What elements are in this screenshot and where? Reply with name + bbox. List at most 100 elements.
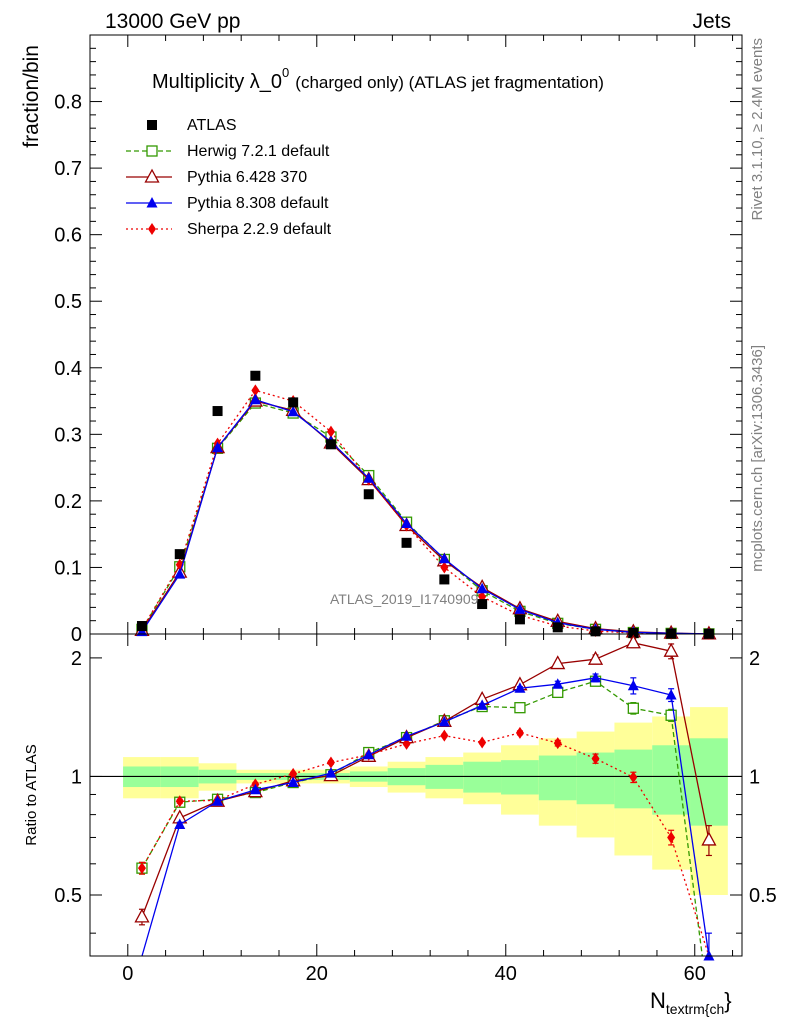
- legend-label-atlas: ATLAS: [187, 117, 237, 134]
- ratio-line-herwig: [141, 680, 703, 957]
- main-point-atlas: [590, 626, 601, 637]
- ratio-point-pythia8: [363, 748, 375, 760]
- ratio-point-pythia6: [701, 831, 717, 846]
- ratio-point-sherpa: [667, 831, 676, 844]
- ratio-axes: 0.5 0.51 12 20 20 40 60: [54, 634, 777, 985]
- ratio-point-pythia8: [590, 671, 602, 683]
- ratio-panel: 0.5 0.51 12 20 20 40 60 Ratio to ATLAS Ntextrm…: [23, 633, 777, 1017]
- main-point-atlas: [288, 397, 299, 408]
- legend-symbol-sherpa: [126, 223, 172, 235]
- ratio-point-pythia8: [665, 689, 677, 700]
- ratio-ytick-label-right: 1: [749, 766, 760, 788]
- xlabel-main: N: [650, 988, 666, 1013]
- main-point-atlas: [514, 614, 525, 625]
- legend-label-pythia6: Pythia 6.428 370: [187, 169, 307, 186]
- legend-symbol-herwig: [126, 145, 172, 157]
- ratio-point-sherpa: [289, 767, 298, 780]
- main-point-atlas: [250, 370, 261, 381]
- ratio-point-pythia6: [663, 642, 679, 657]
- title-main: Multiplicity λ_0: [152, 71, 282, 93]
- legend-label-herwig: Herwig 7.2.1 default: [187, 143, 330, 160]
- ratio-point-pythia6: [587, 650, 604, 665]
- main-ytick-label: 0.2: [54, 491, 82, 513]
- ratio-xtick-label: 20: [306, 963, 328, 985]
- main-point-pythia8: [363, 472, 375, 483]
- main-point-pythia8: [401, 517, 413, 529]
- ratio-point-pythia8: [703, 950, 715, 961]
- main-ytick-label: 0.8: [54, 92, 82, 114]
- ratio-point-pythia8: [552, 678, 564, 689]
- ratio-point-sherpa: [402, 737, 411, 750]
- main-ytick-label: 0.7: [54, 158, 82, 180]
- legend-marker-sherpa: [148, 223, 156, 235]
- ratio-point-pythia8: [325, 767, 337, 778]
- ratio-point-sherpa: [478, 736, 487, 749]
- main-ytick-label: 0.5: [54, 291, 82, 313]
- ratio-point-sherpa: [553, 737, 562, 750]
- main-point-pythia8: [476, 582, 488, 594]
- ratio-point-pythia8: [401, 730, 413, 741]
- ratio-line-sherpa: [141, 732, 710, 957]
- ratio-point-sherpa: [440, 729, 449, 742]
- ratio-point-sherpa: [175, 795, 184, 808]
- ratio-ytick-label-right: 0.5: [749, 885, 777, 907]
- watermark: ATLAS_2019_I1740909: [330, 591, 479, 607]
- legend-symbol-atlas: [147, 120, 157, 130]
- ratio-point-herwig: [552, 686, 564, 699]
- main-point-pythia8: [514, 603, 526, 614]
- legend-marker-pythia8: [146, 197, 158, 208]
- ratio-point-herwig: [665, 709, 677, 721]
- ratio-point-sherpa: [326, 756, 335, 769]
- main-point-sherpa: [440, 561, 449, 574]
- main-point-sherpa: [251, 384, 260, 397]
- ratio-band-inner: [463, 761, 502, 793]
- ratio-bands: [90, 707, 742, 895]
- main-point-pythia8: [212, 441, 224, 453]
- ratio-point-pythia6: [134, 908, 150, 923]
- ratio-ytick-label-left: 2: [71, 648, 82, 670]
- main-ytick-label: 0.1: [54, 557, 82, 579]
- ratio-point-pythia6: [550, 655, 566, 670]
- main-marks: [134, 370, 717, 640]
- xlabel-tail: }: [724, 988, 731, 1013]
- ratio-line-pythia8: [141, 677, 710, 957]
- main-point-atlas: [325, 439, 336, 450]
- legend-label-sherpa: Sherpa 2.2.9 default: [187, 221, 332, 238]
- ratio-ylabel: Ratio to ATLAS: [23, 744, 40, 845]
- main-point-atlas: [552, 622, 563, 633]
- ratio-point-sherpa: [629, 771, 638, 784]
- main-point-atlas: [477, 599, 488, 610]
- ratio-point-sherpa: [137, 862, 146, 875]
- ratio-ytick-label-left: 1: [71, 766, 82, 788]
- rivet-label: Rivet 3.1.10, ≥ 2.4M events: [749, 38, 766, 221]
- ratio-point-pythia6: [625, 634, 641, 649]
- ratio-point-pythia8: [287, 776, 299, 788]
- legend-symbol-pythia8: [126, 197, 172, 208]
- legend: ATLAS Herwig 7.2.1 default Pythia 6.428 …: [126, 117, 332, 238]
- title-sup: 0: [282, 65, 289, 80]
- ratio-point-pythia8: [438, 715, 450, 727]
- header-left: 13000 GeV pp: [105, 10, 240, 33]
- ratio-point-sherpa: [591, 752, 600, 765]
- header-right: Jets: [692, 10, 731, 33]
- ratio-xtick-label: 60: [684, 963, 706, 985]
- title-rest: (charged only) (ATLAS jet fragmentation): [295, 73, 604, 92]
- legend-marker-atlas: [147, 120, 157, 130]
- main-point-atlas: [628, 628, 639, 639]
- ratio-point-herwig: [514, 702, 526, 714]
- legend-label-pythia8: Pythia 8.308 default: [187, 195, 329, 212]
- main-point-pythia8: [174, 568, 186, 579]
- legend-symbol-pythia6: [126, 168, 172, 183]
- main-ytick-label: 0: [71, 624, 82, 646]
- main-line-pythia8: [141, 398, 709, 635]
- main-ytick-label: 0.3: [54, 424, 82, 446]
- ratio-point-pythia8: [627, 679, 639, 691]
- main-point-atlas: [212, 406, 223, 417]
- legend-item-atlas: ATLAS: [147, 117, 237, 134]
- main-point-atlas: [401, 537, 412, 548]
- ratio-band-inner: [690, 738, 728, 826]
- ratio-point-pythia8: [249, 783, 261, 795]
- main-point-pythia8: [287, 405, 299, 417]
- main-point-atlas: [363, 489, 374, 500]
